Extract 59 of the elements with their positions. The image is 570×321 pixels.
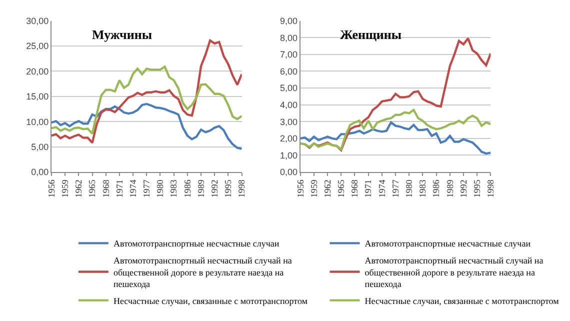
x-tick-label: 1956 [46,179,56,198]
x-tick-label: 1965 [336,179,346,198]
y-tick-label: 30,00 [26,16,49,26]
y-tick-label: 9,00 [280,16,298,26]
y-tick-label: 3,00 [280,116,298,127]
legend-label: Несчастные случаи, связанные с мототранспортом [364,296,560,306]
x-tick-label: 1995 [472,179,482,198]
legend-label: Несчастные случаи, связанные с мототранспортом [113,296,308,306]
x-tick-label: 1980 [155,179,166,198]
x-tick-label: 1962 [322,180,332,198]
x-tick-label: 1992 [458,180,468,198]
y-tick-label: 6,00 [280,66,298,76]
x-tick-label: 1992 [210,180,220,198]
x-tick-label: 1971 [114,180,124,198]
x-tick-label: 1980 [404,179,414,198]
x-tick-label: 1998 [236,179,247,198]
y-tick-label: 25,00 [26,41,49,52]
x-tick-label: 1995 [223,179,234,198]
x-tick-label: 1974 [376,179,387,198]
legend-label: Автомототранспортные несчастные случаи [364,238,531,249]
y-tick-label: 2,00 [280,134,298,144]
y-tick-label: 5,00 [280,83,298,94]
y-tick-label: 0,00 [31,167,49,178]
y-tick-label: 7,00 [280,50,298,60]
x-tick-label: 1986 [431,179,442,198]
legend-label: Автомототранспортный несчастный случай на общественной дороге в результате наезда на пешехода [364,256,544,289]
text: Женщины [340,27,402,42]
text: Мужчины [92,27,152,42]
y-tick-label: 20,00 [26,66,49,76]
x-tick-label: 1971 [363,180,374,198]
x-tick-label: 1983 [418,179,428,198]
y-tick-label: 10,00 [26,116,49,127]
y-tick-label: 8,00 [280,32,298,43]
x-tick-label: 1998 [486,179,496,198]
x-tick-label: 1959 [60,179,70,198]
y-tick-label: 15,00 [26,92,49,102]
line-series [300,108,491,150]
line-series [300,121,491,155]
x-tick-label: 1989 [444,179,455,198]
x-tick-label: 1956 [295,179,306,198]
x-tick-label: 1989 [196,179,206,198]
x-tick-label: 1983 [168,179,179,198]
line-series [51,102,242,150]
legend-label: Автомототранспортные несчастные случаи [113,238,280,249]
x-tick-label: 1962 [74,180,84,198]
line-series [51,66,242,135]
y-tick-label: 0,00 [280,167,298,178]
x-tick-label: 1959 [308,179,319,198]
y-tick-label: 1,00 [280,150,298,160]
x-tick-label: 1974 [128,179,138,198]
x-tick-label: 1968 [100,179,111,198]
x-tick-label: 1977 [390,179,400,198]
y-tick-label: 5,00 [31,142,49,152]
y-tick-label: 4,00 [280,100,298,110]
x-tick-label: 1986 [182,179,192,198]
legend-label: Автомототранспортный несчастный случай на общественной дороге в результате наезда на пешехода [113,256,292,289]
x-tick-label: 1965 [87,179,98,198]
x-tick-label: 1977 [142,179,152,198]
x-tick-label: 1968 [350,179,360,198]
